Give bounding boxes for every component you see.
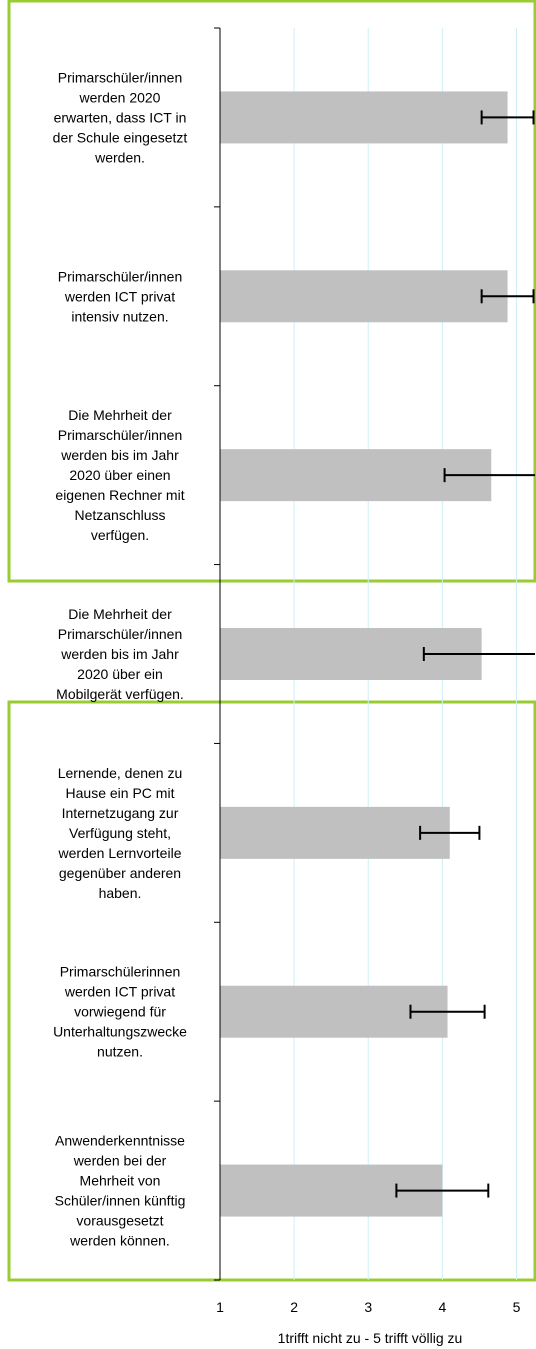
y-tick-label: Primarschülerinnen werden ICT privat vorwi…: [53, 964, 187, 1060]
highlight-box: [7, 0, 536, 583]
y-tick-label: Lernende, denen zu Hause ein PC mit Intern…: [58, 765, 183, 901]
x-tick-label: 5: [513, 1299, 521, 1315]
x-tick-label: 3: [364, 1299, 372, 1315]
bar: [220, 270, 508, 323]
error-bar: [419, 825, 481, 840]
x-axis-label: 1trifft nicht zu - 5 trifft völlig zu: [278, 1330, 463, 1346]
bar: [220, 91, 508, 144]
error-bar: [409, 1004, 486, 1019]
error-bar: [480, 289, 535, 304]
x-tick-label: 4: [438, 1299, 446, 1315]
highlight-box: [7, 700, 536, 1282]
error-bar: [480, 110, 535, 125]
x-tick-label: 1: [216, 1299, 224, 1315]
y-tick-label: Die Mehrheit der Primarschüler/innen werde…: [56, 606, 184, 702]
y-tick-label: Die Mehrheit der Primarschüler/innen werde…: [55, 407, 184, 543]
y-tick-label: Primarschüler/innen werden 2020 erwarten, …: [53, 69, 188, 165]
error-bar: [395, 1183, 490, 1198]
error-bar: [443, 468, 535, 483]
bar: [220, 806, 450, 859]
x-tick-label: 2: [290, 1299, 298, 1315]
error-bar: [422, 647, 535, 661]
y-tick-label: Anwenderkenntnisse werden bei der Mehrheit…: [55, 1133, 186, 1249]
plot-area: [220, 91, 535, 1217]
y-tick-label: Primarschüler/innen werden ICT privat inte…: [58, 268, 183, 324]
